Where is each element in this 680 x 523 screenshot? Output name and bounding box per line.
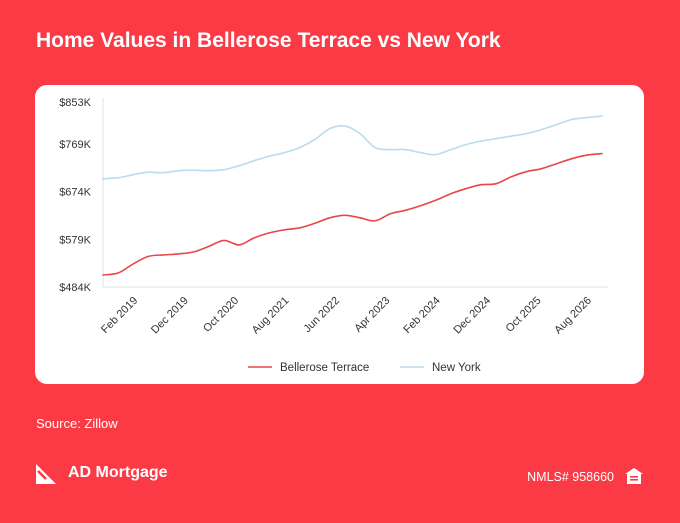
- series-line-new-york: [102, 115, 603, 180]
- x-tick-label: Dec 2024: [451, 295, 493, 337]
- x-tick-label: Oct 2020: [201, 295, 241, 335]
- y-tick-label: $484K: [59, 282, 91, 294]
- x-tick-label: Feb 2019: [99, 295, 140, 336]
- y-tick-label: $579K: [59, 234, 91, 246]
- y-tick-label: $769K: [59, 139, 91, 151]
- ad-mortgage-logo-icon: [36, 464, 56, 484]
- chart-card: $484K $579K $674K $769K $853K Feb 2019 Dec 201…: [35, 85, 644, 384]
- x-tick-label: Aug 2021: [250, 295, 292, 337]
- line-chart: $484K $579K $674K $769K $853K Feb 2019 Dec 201…: [59, 97, 608, 374]
- brand: AD Mortgage: [36, 462, 168, 484]
- equal-housing-icon: [625, 468, 643, 484]
- nmls-number: NMLS# 958660: [527, 470, 614, 484]
- chart-legend: Bellerose Terrace New York: [248, 362, 481, 374]
- x-tick-label: Feb 2024: [401, 295, 442, 336]
- y-tick-label: $853K: [59, 97, 91, 109]
- brand-name: AD Mortgage: [68, 464, 168, 481]
- source-note: Source: Zillow: [36, 416, 118, 431]
- x-tick-label: Aug 2026: [552, 295, 594, 337]
- x-tick-label: Apr 2023: [352, 295, 392, 335]
- page-title: Home Values in Bellerose Terrace vs New …: [36, 29, 501, 52]
- x-tick-label: Jun 2022: [302, 295, 342, 335]
- legend-label: New York: [432, 362, 481, 374]
- series-line-bellerose-terrace: [102, 152, 603, 276]
- y-tick-label: $674K: [59, 187, 91, 199]
- legend-label: Bellerose Terrace: [280, 362, 369, 374]
- x-tick-label: Oct 2025: [504, 295, 544, 335]
- x-tick-label: Dec 2019: [149, 295, 191, 337]
